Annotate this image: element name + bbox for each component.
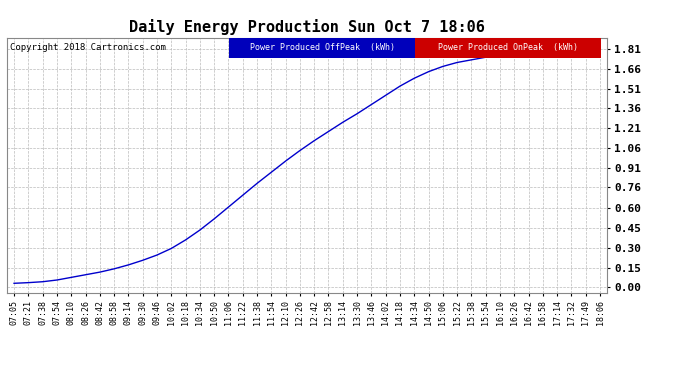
FancyBboxPatch shape — [229, 38, 415, 58]
FancyBboxPatch shape — [415, 38, 601, 58]
Text: Power Produced OnPeak  (kWh): Power Produced OnPeak (kWh) — [438, 43, 578, 52]
Title: Daily Energy Production Sun Oct 7 18:06: Daily Energy Production Sun Oct 7 18:06 — [129, 19, 485, 35]
Text: Copyright 2018 Cartronics.com: Copyright 2018 Cartronics.com — [10, 43, 166, 52]
Text: Power Produced OffPeak  (kWh): Power Produced OffPeak (kWh) — [250, 43, 395, 52]
